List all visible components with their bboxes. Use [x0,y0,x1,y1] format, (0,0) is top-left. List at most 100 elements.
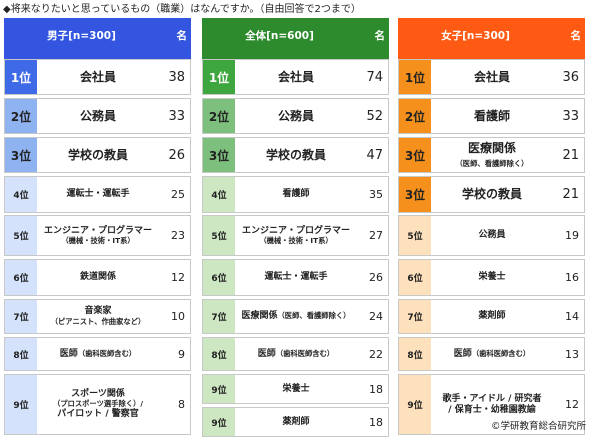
vote-count: 21 [562,147,579,163]
ranking-row: 9位 薬剤師 18 [202,407,389,437]
ranking-row: 8位 医師（歯科医師含む） 13 [398,337,585,371]
ranking-row: 6位 鉄道関係 12 [4,259,191,296]
ranking-row: 6位 運転士・運転手 26 [202,259,389,296]
rank-badge: 1位 [5,60,37,94]
rank-badge: 3位 [399,177,431,212]
panel-header-label: 男子[n=300] [47,30,116,42]
occupation-name: 公務員 [236,99,356,133]
occupation-note: （ピアニスト、作曲家など） [50,316,146,326]
vote-count: 12 [565,398,579,411]
occupation-label: 医療関係 [241,311,278,322]
occupation-name: 学校の教員 [432,177,552,212]
ranking-row: 7位 音楽家（ピアニスト、作曲家など） 10 [4,299,191,334]
occupation-name: 運転士・運転手 [38,177,158,212]
occupation-name: 会社員 [236,60,356,94]
vote-count: 27 [369,229,383,242]
rank-badge: 5位 [5,216,37,255]
occupation-line: 医師（歯科医師含む） [60,349,136,360]
rank-badge: 2位 [5,99,37,133]
rank-badge: 7位 [399,300,431,333]
vote-count: 26 [369,271,383,284]
rank-badge: 8位 [203,338,235,370]
occupation-name: 薬剤師 [432,300,552,333]
rank-badge: 8位 [5,338,37,370]
ranking-row: 4位 運転士・運転手 25 [4,176,191,213]
rank-badge: 8位 [399,338,431,370]
occupation-name: エンジニア・プログラマー （機械・技術・IT系） [38,216,158,255]
occupation-label: 鉄道関係 [79,272,116,283]
occupation-label: 運転士・運転手 [66,189,130,200]
vote-count: 23 [171,229,185,242]
occupation-name: 会社員 [38,60,158,94]
occupation-label: 歌手・アイドル / 研究者 [442,393,542,404]
vote-count: 47 [366,147,383,163]
vote-count: 74 [366,69,383,85]
occupation-name: エンジニア・プログラマー （機械・技術・IT系） [236,216,356,255]
vote-count: 8 [178,398,185,411]
occupation-label: 看護師 [282,189,310,200]
occupation-label: 医師 [257,348,276,359]
vote-count: 33 [168,108,185,124]
occupation-label: 薬剤師 [282,416,310,427]
ranking-row: 1位 会社員 36 [398,59,585,95]
occupation-label: 公務員 [79,108,116,123]
vote-count: 35 [369,188,383,201]
rank-badge: 9位 [203,408,235,436]
occupation-label: 会社員 [277,69,314,84]
ranking-row: 3位 医療関係 （医師、看護師除く） 21 [398,137,585,173]
panel-header-label: 女子[n=300] [441,30,510,42]
ranking-row: 8位 医師（歯科医師含む） 22 [202,337,389,371]
rank-badge: 9位 [5,375,37,434]
vote-count: 24 [369,310,383,323]
panel-header-unit: 名 [176,30,188,42]
panel-total: 全体[n=600] 名 1位 会社員 74 2位 公務員 52 3位 学校の教員 47 4位 看護師 35… [202,18,389,437]
occupation-name: 学校の教員 [38,138,158,172]
rank-badge: 2位 [399,99,431,133]
vote-count: 12 [171,271,185,284]
occupation-name: 医療関係 （医師、看護師除く） [432,138,552,172]
occupation-label: スポーツ関係 [71,389,125,400]
occupation-label: 学校の教員 [67,147,128,162]
rank-badge: 6位 [203,260,235,295]
occupation-line: 医療関係（医師、看護師除く） [242,311,351,322]
occupation-note: （医師、看護師除く） [455,159,529,168]
vote-count: 33 [562,108,579,124]
occupation-name: 栄養士 [236,375,356,403]
occupation-name: 鉄道関係 [38,260,158,295]
occupation-name: 医師（歯科医師含む） [432,338,552,370]
vote-count: 16 [565,271,579,284]
ranking-row: 5位 エンジニア・プログラマー （機械・技術・IT系） 27 [202,215,389,256]
rank-badge: 5位 [399,216,431,255]
occupation-note: （機械・技術・IT系） [259,235,333,245]
rank-badge: 3位 [203,138,235,172]
vote-count: 26 [168,147,185,163]
occupation-name: 学校の教員 [236,138,356,172]
ranking-row: 9位 スポーツ関係 （プロスポーツ選手除く）/パイロット / 警察官 8 [4,374,191,435]
ranking-row: 7位 医療関係（医師、看護師除く） 24 [202,299,389,334]
occupation-label: 看護師 [473,108,510,123]
rank-badge: 3位 [399,138,431,172]
occupation-label: 栄養士 [478,272,506,283]
occupation-name: 医師（歯科医師含む） [236,338,356,370]
occupation-label: 公務員 [277,108,314,123]
rank-badge: 1位 [203,60,235,94]
rank-badge: 1位 [399,60,431,94]
occupation-label: 医師 [59,348,78,359]
rank-badge: 6位 [5,260,37,295]
rank-badge: 2位 [203,99,235,133]
rank-badge: 7位 [5,300,37,333]
occupation-label: 会社員 [473,69,510,84]
rank-badge: 9位 [399,375,431,434]
vote-count: 25 [171,188,185,201]
rank-badge: 7位 [203,300,235,333]
occupation-label-line2: パイロット / 警察官 [57,408,139,419]
panel-male: 男子[n=300] 名 1位 会社員 38 2位 公務員 33 3位 学校の教員 26 4位 運転士・運… [4,18,191,435]
ranking-row: 3位 学校の教員 26 [4,137,191,173]
rank-badge: 4位 [203,177,235,212]
occupation-label: 医療関係 [467,140,516,155]
occupation-label: 公務員 [478,230,506,241]
occupation-name: 公務員 [432,216,552,255]
occupation-name: 医療関係（医師、看護師除く） [236,300,356,333]
occupation-note: （医師、看護師除く） [277,311,351,321]
occupation-name: 歌手・アイドル / 研究者 / 保育士・幼稚園教諭 [432,375,552,434]
